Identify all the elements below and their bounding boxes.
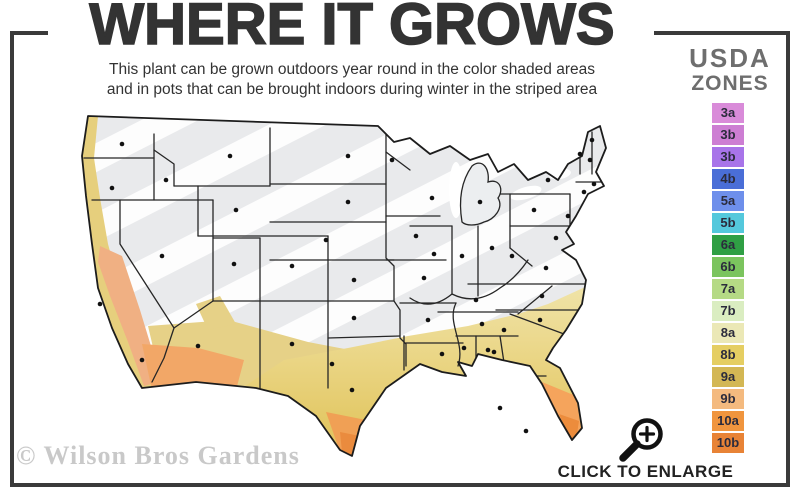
frame-top-left-segment: [10, 31, 48, 35]
legend-zone-swatch: 5b: [712, 213, 744, 233]
legend-title-usda: USDA: [689, 43, 771, 73]
legend-zone-label: 8a: [720, 325, 736, 340]
legend-zone-swatch: 8b: [712, 345, 744, 365]
legend-zone-label: 6b: [720, 259, 736, 274]
legend-zone-swatch: 5a: [712, 191, 744, 211]
legend-zone-swatch: 6b: [712, 257, 744, 277]
us-outline: [81, 115, 607, 457]
legend-zone-swatch: 7b: [712, 301, 744, 321]
legend-title: USDA ZONES: [666, 44, 794, 95]
legend-zone-label: 5b: [720, 215, 736, 230]
legend-zone-label: 9b: [720, 391, 736, 406]
legend-zone-label: 5a: [720, 193, 736, 208]
legend-zone-label: 3b: [720, 149, 736, 164]
legend-zone-swatch: 6a: [712, 235, 744, 255]
city-dots: [97, 137, 597, 434]
legend-zone-swatch: 7a: [712, 279, 744, 299]
subtitle-line-2: and in pots that can be brought indoors …: [106, 81, 598, 98]
legend-zone-label: 10b: [716, 435, 740, 450]
magnifier-plus-icon[interactable]: [612, 412, 672, 468]
legend-zone-label: 3b: [720, 127, 736, 142]
frame-left-border: [10, 31, 14, 487]
legend-zone-label: 6a: [720, 237, 736, 252]
legend-zone-label: 10a: [717, 413, 739, 428]
frame-top-right-segment: [654, 31, 790, 35]
legend-zone-swatch: 8a: [712, 323, 744, 343]
legend-zone-swatch: 4b: [712, 169, 744, 189]
legend-title-zones: ZONES: [691, 72, 769, 95]
legend-zone-swatch: 10b: [712, 433, 744, 453]
legend-zone-swatch: 9a: [712, 367, 744, 387]
legend-zone-label: 4b: [720, 171, 736, 186]
click-to-enlarge-label[interactable]: CLICK TO ENLARGE: [557, 462, 734, 481]
legend-zone-swatch: 3b: [712, 125, 744, 145]
frame-right-border: [786, 31, 790, 487]
watermark: © Wilson Bros Gardens: [16, 441, 300, 470]
legend-zone-label: 7b: [720, 303, 736, 318]
subtitle-line-1: This plant can be grown outdoors year ro…: [109, 61, 595, 78]
legend-zone-label: 8b: [720, 347, 736, 362]
legend-zone-swatch: 3a: [712, 103, 744, 123]
state-michigan: [459, 162, 502, 226]
legend-zone-label: 3a: [720, 105, 736, 120]
legend-zone-label: 9a: [720, 369, 736, 384]
legend-zones: 3a 3b 3b 4b 5a 5b 6a 6b 7a 7b 8a 8b 9a 9b 10a 10b: [712, 103, 744, 455]
page-title: WHERE IT GROWS: [89, 0, 616, 57]
frame-bottom-border: [10, 483, 790, 487]
us-hardiness-zone-map[interactable]: [48, 98, 663, 476]
legend-zone-swatch: 3b: [712, 147, 744, 167]
legend-zone-swatch: 9b: [712, 389, 744, 409]
legend-zone-swatch: 10a: [712, 411, 744, 431]
subtitle: This plant can be grown outdoors year ro…: [52, 60, 652, 100]
legend-zone-label: 7a: [720, 281, 736, 296]
